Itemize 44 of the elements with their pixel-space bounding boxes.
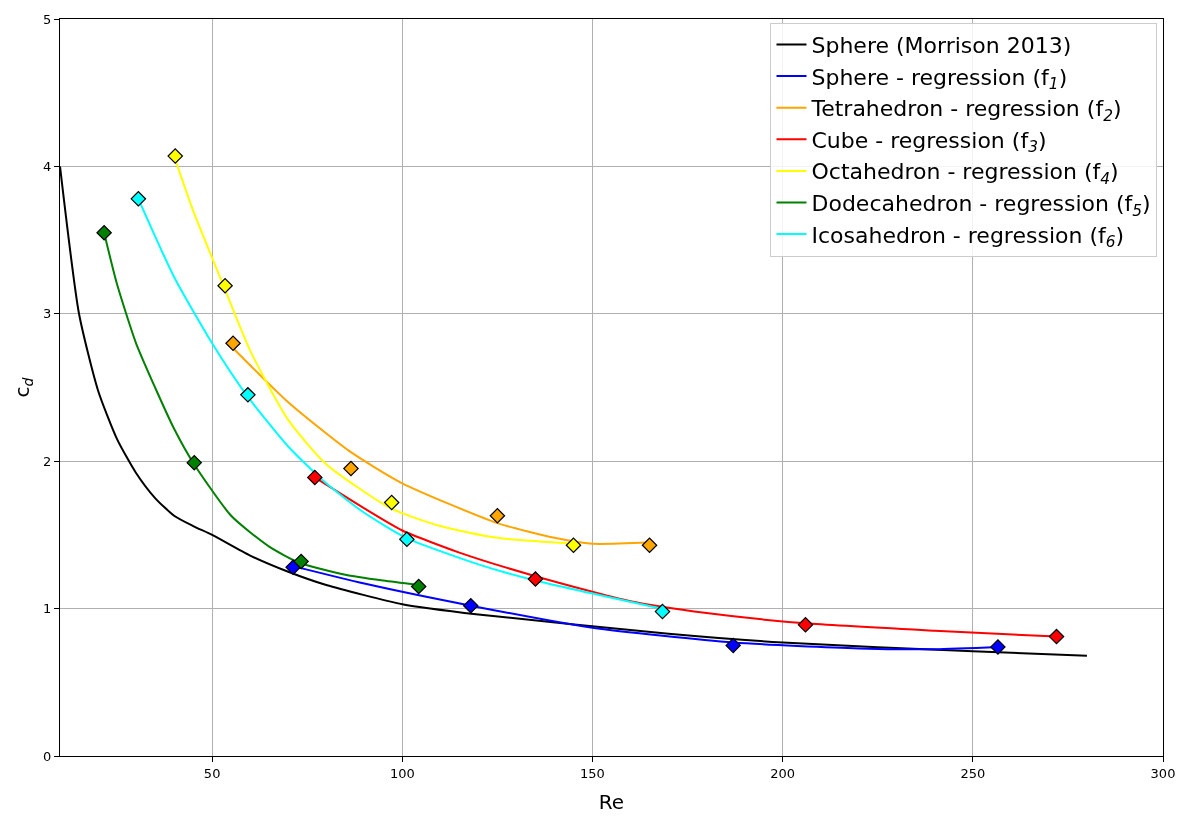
y-tick-label: 1: [43, 601, 52, 617]
point: [186, 454, 203, 471]
y-tick-label: 3: [43, 306, 52, 322]
legend-label: Sphere - regression (f$_{1}$): [811, 64, 1068, 94]
x-axis-title: Re: [598, 790, 625, 815]
point: [285, 559, 301, 576]
x-tick-label: 300: [1150, 765, 1176, 781]
x-tick-label: 200: [770, 765, 796, 781]
y-tick-label: 5: [43, 11, 52, 27]
x-tick-label: 50: [203, 765, 221, 781]
point: [130, 191, 147, 207]
legend-label: Cube - regression (f$_{3}$): [811, 127, 1047, 157]
x-tick-label: 100: [389, 765, 415, 781]
legend-label: Dodecahedron - regression (f$_{5}$): [811, 191, 1151, 220]
point: [527, 571, 544, 587]
point: [307, 469, 323, 486]
x-tick-label: 150: [580, 765, 605, 781]
point: [410, 578, 427, 595]
y-tick-label: 0: [43, 748, 52, 764]
legend-label: Icosahedron - regression (f$_{6}$): [811, 222, 1125, 252]
point: [489, 507, 506, 524]
point: [725, 637, 741, 654]
point: [463, 597, 479, 614]
point: [167, 148, 183, 164]
point: [343, 460, 359, 477]
x-tick-label: 250: [960, 765, 986, 781]
point: [641, 537, 658, 553]
point: [383, 494, 400, 511]
legend-label: Sphere (Morrison 2013): [811, 33, 1072, 59]
point: [240, 387, 256, 403]
legend-label: Octahedron - regression (f$_{4}$): [811, 159, 1119, 189]
point: [399, 531, 415, 548]
legend-label: Tetrahedron - regression (f$_{2}$): [810, 96, 1122, 125]
point: [225, 335, 241, 352]
point: [797, 617, 814, 633]
point: [1048, 628, 1065, 645]
y-tick-label: 2: [43, 453, 52, 469]
point: [654, 603, 671, 620]
point: [990, 639, 1006, 655]
point: [293, 553, 309, 570]
point: [217, 278, 233, 294]
point: [96, 224, 112, 241]
point: [565, 537, 582, 553]
y-tick-label: 4: [43, 158, 52, 174]
